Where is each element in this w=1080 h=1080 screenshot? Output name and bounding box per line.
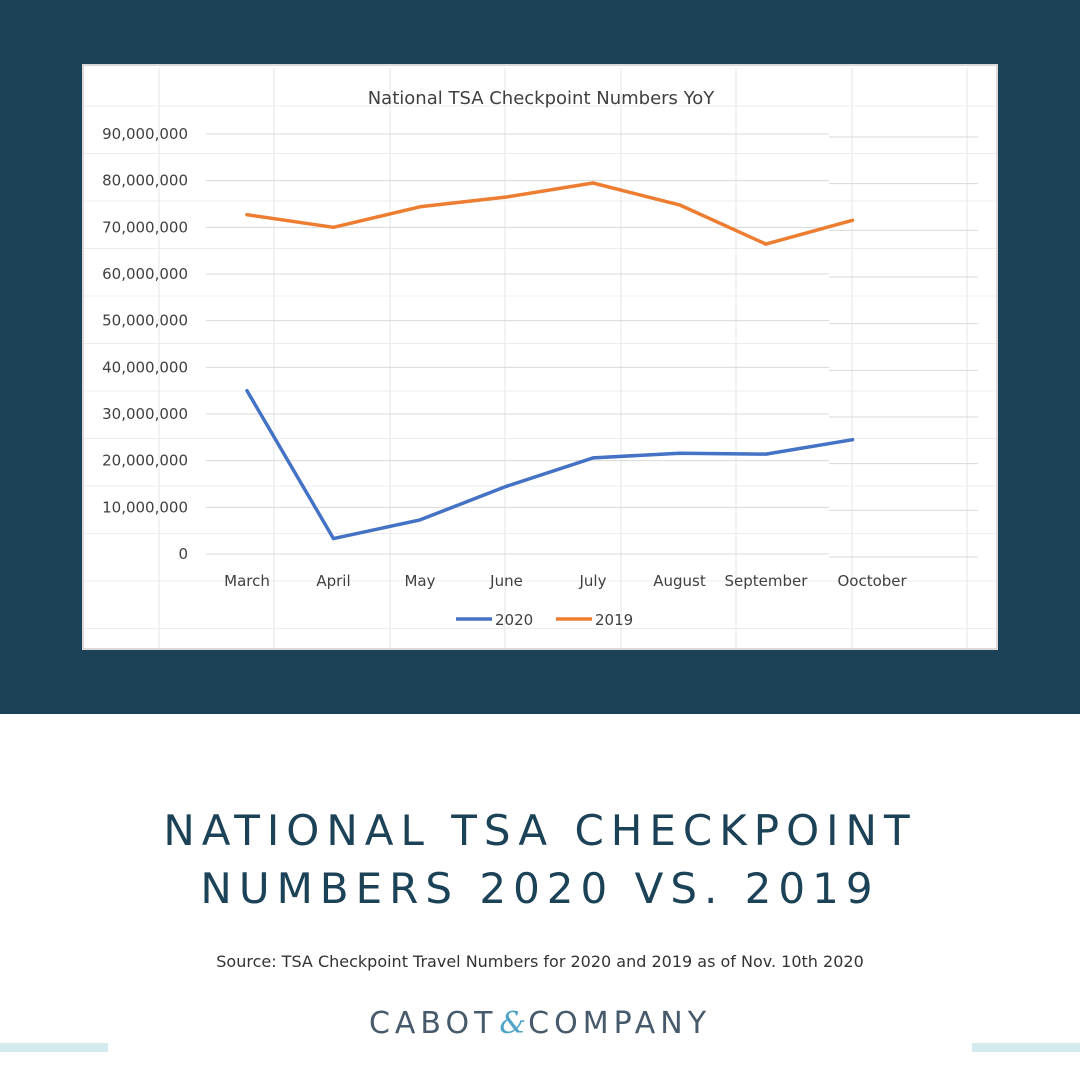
chart-gridlines — [206, 133, 978, 558]
series-lines — [245, 181, 855, 541]
data-point-2020 — [245, 389, 249, 393]
y-tick-label: 80,000,000 — [102, 172, 188, 190]
data-point-2020 — [418, 518, 422, 522]
x-tick-label: July — [579, 572, 607, 590]
data-point-2019 — [851, 218, 854, 222]
data-point-2019 — [418, 205, 422, 209]
y-tick-label: 50,000,000 — [102, 312, 188, 330]
x-tick-label: Ooctober — [838, 572, 908, 590]
x-axis-ticks: March April May June July August September Ooct… — [224, 572, 907, 590]
series-line-2019 — [245, 181, 855, 246]
y-tick-label: 10,000,000 — [102, 498, 188, 516]
accent-bar-left — [0, 1043, 108, 1052]
y-tick-label: 70,000,000 — [102, 218, 188, 236]
chart-legend: 2020 2019 — [456, 611, 633, 629]
x-tick-label: May — [404, 572, 435, 590]
data-point-2019 — [591, 181, 595, 185]
data-point-2019 — [332, 225, 335, 229]
headline-line-2: Numbers 2020 vs. 2019 — [200, 864, 880, 913]
data-point-2020 — [505, 484, 508, 488]
x-tick-label: June — [489, 572, 523, 590]
y-tick-label: 0 — [178, 545, 188, 563]
data-point-2019 — [245, 213, 249, 217]
brand-name-right: COMPANY — [528, 1006, 712, 1041]
data-point-2019 — [678, 203, 681, 207]
sheet-gridlines — [84, 68, 996, 648]
y-axis-ticks: 90,000,000 80,000,000 70,000,000 60,000,000… — [102, 125, 188, 563]
legend-label-2020: 2020 — [495, 611, 533, 629]
data-point-2019 — [505, 195, 508, 199]
headline: National TSA Checkpoint Numbers 2020 vs.… — [0, 802, 1080, 918]
legend-label-2019: 2019 — [595, 611, 633, 629]
x-tick-label: March — [224, 572, 270, 590]
headline-line-1: National TSA Checkpoint — [163, 806, 917, 855]
y-tick-label: 90,000,000 — [102, 125, 188, 143]
data-point-2020 — [332, 537, 335, 541]
x-tick-label: April — [316, 572, 350, 590]
data-point-2020 — [591, 456, 595, 460]
y-tick-label: 30,000,000 — [102, 405, 188, 423]
brand-ampersand: & — [499, 1006, 527, 1041]
source-note: Source: TSA Checkpoint Travel Numbers fo… — [216, 952, 864, 971]
data-point-2019 — [764, 242, 768, 246]
chart-screenshot: National TSA Checkpoint Numbers YoY 90,0… — [82, 64, 998, 650]
chart-title: National TSA Checkpoint Numbers YoY — [368, 88, 716, 109]
series-line-2020 — [245, 388, 855, 541]
y-tick-label: 60,000,000 — [102, 265, 188, 283]
brand-logo: CABOT&COMPANY — [0, 1006, 1080, 1041]
x-tick-label: August — [653, 572, 706, 590]
brand-name-left: CABOT — [368, 1006, 498, 1041]
data-point-2020 — [764, 452, 768, 456]
y-tick-label: 20,000,000 — [102, 452, 188, 470]
accent-bar-right — [972, 1043, 1080, 1052]
line-chart: National TSA Checkpoint Numbers YoY 90,0… — [84, 68, 996, 648]
y-tick-label: 40,000,000 — [102, 358, 188, 376]
data-point-2020 — [851, 438, 854, 442]
data-point-2020 — [678, 451, 681, 455]
x-tick-label: September — [725, 572, 809, 590]
